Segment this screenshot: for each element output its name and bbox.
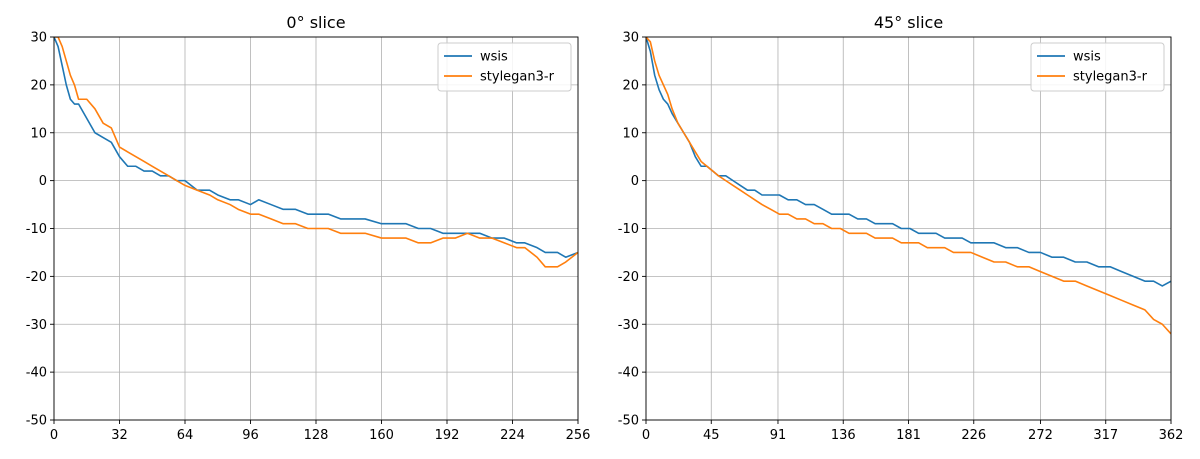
- x-tick-label: 0: [642, 428, 650, 443]
- y-tick-label: -40: [26, 366, 47, 381]
- x-tick-label: 226: [961, 428, 986, 443]
- y-tick-label: -20: [618, 270, 639, 285]
- chart-title: 0° slice: [286, 13, 345, 32]
- y-tick-label: -40: [618, 366, 639, 381]
- series-line-wsis: [54, 37, 578, 259]
- y-tick-label: 20: [622, 78, 639, 93]
- x-tick-label: 317: [1093, 428, 1118, 443]
- y-tick-label: -30: [618, 318, 639, 333]
- x-tick-label: 224: [500, 428, 525, 443]
- legend-box: [437, 42, 572, 92]
- series-line-stylegan3-r: [54, 37, 578, 268]
- y-tick-label: 30: [30, 31, 47, 46]
- x-tick-label: 192: [435, 428, 460, 443]
- y-tick-label: -10: [26, 222, 47, 237]
- y-tick-label: -50: [26, 414, 47, 429]
- y-tick-label: -30: [26, 318, 47, 333]
- legend-label-stylegan3-r: stylegan3-r: [480, 70, 555, 85]
- chart-title: 45° slice: [874, 13, 943, 32]
- chart-0-slice: 0 32 64 96 128 160 192 224 256 -50 -40 -30 -20 -10 0 10…: [26, 13, 591, 443]
- x-tick-label: 128: [304, 428, 329, 443]
- series-line-stylegan3-r: [646, 37, 1171, 335]
- y-tick-label: 0: [631, 174, 639, 189]
- x-tick-label: 32: [111, 428, 128, 443]
- x-tick-label: 45: [703, 428, 720, 443]
- y-tick-label: 10: [30, 126, 47, 141]
- x-tick-label: 181: [896, 428, 921, 443]
- legend-box: [1030, 42, 1165, 92]
- y-tick-label: -10: [618, 222, 639, 237]
- y-tick-label: -50: [618, 414, 639, 429]
- y-tick-label: 30: [622, 31, 639, 46]
- legend-label-wsis: wsis: [1073, 50, 1101, 65]
- y-tick-label: 0: [39, 174, 47, 189]
- x-tick-label: 64: [177, 428, 194, 443]
- x-tick-label: 256: [566, 428, 591, 443]
- x-tick-label: 160: [369, 428, 394, 443]
- y-tick-label: -20: [26, 270, 47, 285]
- x-tick-label: 136: [831, 428, 856, 443]
- x-tick-label: 96: [242, 428, 259, 443]
- x-tick-label: 0: [50, 428, 58, 443]
- y-tick-label: 20: [30, 78, 47, 93]
- legend-label-stylegan3-r: stylegan3-r: [1073, 70, 1148, 85]
- x-tick-label: 272: [1028, 428, 1053, 443]
- series-line-wsis: [646, 37, 1171, 287]
- y-tick-label: 10: [622, 126, 639, 141]
- x-tick-label: 91: [770, 428, 787, 443]
- x-tick-label: 362: [1159, 428, 1184, 443]
- chart-45-slice: 0 45 91 136 181 226 272 317 362 -50 -40 -30 -20 -10 0 1…: [618, 13, 1184, 443]
- legend-label-wsis: wsis: [480, 50, 508, 65]
